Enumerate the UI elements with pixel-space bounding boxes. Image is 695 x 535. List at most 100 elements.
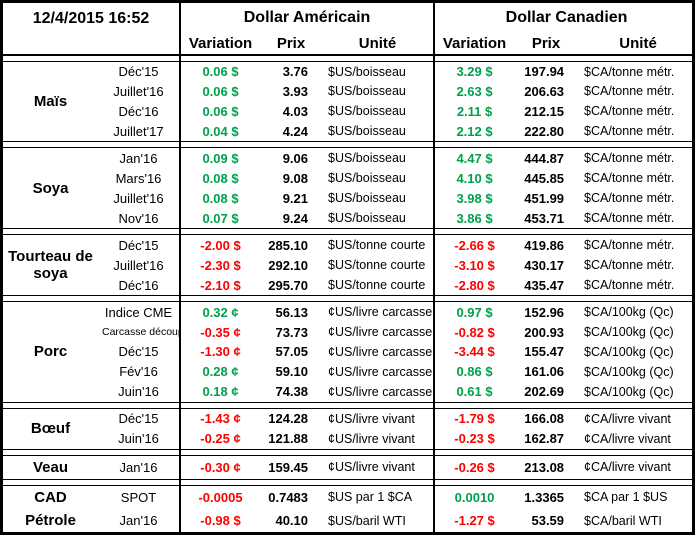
- us-variation: -1.43 ¢: [179, 408, 261, 429]
- separator-cell: [179, 54, 435, 62]
- table-row: Juillet'16 0.08 $ 9.21 $US/boisseau 3.98 $ 45…: [3, 188, 695, 209]
- table-row: Nov'16 0.07 $ 9.24 $US/boisseau 3.86 $ 453.71…: [3, 208, 695, 229]
- separator-cell: [3, 141, 181, 149]
- us-variation: -1.30 ¢: [179, 341, 261, 362]
- us-variation: 0.08 $: [179, 188, 261, 209]
- ca-variation: 2.12 $: [433, 121, 515, 142]
- us-unit: ¢US/livre carcasse: [328, 364, 433, 379]
- ca-price: 200.93: [524, 324, 565, 340]
- us-price: 3.93: [282, 83, 309, 99]
- table-row: Carcasse découpée-0.35 ¢ 73.73 ¢US/livre c…: [3, 322, 695, 342]
- group-separator: [3, 228, 695, 236]
- us-unit: ¢US/livre vivant: [328, 460, 415, 475]
- table-row: Maïs Déc'15 0.06 $ 3.76 $US/boisseau 3.29 $ 19…: [3, 61, 695, 110]
- us-variation: -2.30 $: [179, 255, 261, 276]
- group-label: Pétrole: [25, 511, 76, 529]
- ca-price: 430.17: [524, 257, 565, 273]
- table-row: Soya Jan'16 0.09 $ 9.06 $US/boisseau 4.47 $ 44…: [3, 147, 695, 197]
- separator-cell: [179, 295, 435, 303]
- contract-label: Déc'16: [118, 103, 159, 119]
- ca-unit: $CA/100kg (Qc): [584, 364, 674, 379]
- ca-unit: $CA/tonne métr.: [584, 191, 675, 206]
- us-price: 9.06: [282, 150, 309, 166]
- ca-prix-header: Prix: [514, 33, 579, 56]
- us-variation: -0.30 ¢: [179, 455, 261, 480]
- ca-price: 419.86: [524, 237, 565, 253]
- contract-label: Jan'16: [119, 150, 158, 166]
- us-price: 40.10: [275, 513, 309, 528]
- table-row: Juillet'16 -2.30 $ 292.10 $US/tonne courte -…: [3, 255, 695, 276]
- us-unit: $US/tonne courte: [328, 258, 426, 273]
- group-label: Maïs: [33, 92, 68, 110]
- table-row: Juillet'17 0.04 $ 4.24 $US/boisseau 2.12 $ 22…: [3, 121, 695, 142]
- us-variation: -2.10 $: [179, 275, 261, 296]
- separator-cell: [179, 228, 435, 236]
- ca-variation: -3.44 $: [433, 341, 515, 362]
- table-row: Mars'16 0.08 $ 9.08 $US/boisseau 4.10 $ 445.8…: [3, 168, 695, 189]
- us-price: 285.10: [268, 237, 309, 253]
- group-label: Veau: [32, 458, 69, 476]
- contract-label: Juin'16: [118, 384, 159, 400]
- ca-unit: ¢CA/livre vivant: [584, 460, 671, 475]
- ca-unit: $CA/100kg (Qc): [584, 344, 674, 359]
- us-unit: $US/boisseau: [328, 64, 406, 79]
- contract-label: Fév'16: [119, 364, 158, 380]
- ca-price: 202.69: [524, 384, 565, 400]
- contract-label: SPOT: [120, 489, 157, 505]
- us-price: 295.70: [268, 277, 309, 293]
- group-label: Soya: [32, 179, 69, 197]
- us-variation: 0.28 ¢: [179, 361, 261, 382]
- contract-label: Juillet'16: [113, 257, 164, 273]
- us-price: 9.08: [282, 170, 309, 186]
- us-price: 9.24: [282, 210, 309, 226]
- us-variation: 0.06 $: [179, 101, 261, 122]
- us-price: 74.38: [275, 384, 309, 400]
- us-price: 0.7483: [268, 489, 309, 505]
- separator-cell: [433, 295, 695, 303]
- contract-label: Mars'16: [115, 170, 162, 186]
- us-variation: -0.25 ¢: [179, 428, 261, 450]
- us-unit: $US par 1 $CA: [328, 490, 413, 505]
- separator-cell: [3, 448, 181, 456]
- table-row: CAD SPOT -0.0005 0.7483 $US par 1 $CA 0.0010 1…: [3, 485, 695, 509]
- ca-price: 155.47: [524, 344, 565, 360]
- us-unit: $US/boisseau: [328, 171, 406, 186]
- ca-variation: 4.10 $: [433, 168, 515, 189]
- ca-price: 444.87: [524, 150, 565, 166]
- group-label: Tourteau de soya: [8, 247, 93, 283]
- ca-price: 166.08: [524, 411, 565, 427]
- group-separator: [3, 478, 695, 486]
- contract-label: Juillet'16: [113, 190, 164, 206]
- ca-unit: $CA/100kg (Qc): [584, 384, 674, 399]
- us-unit: ¢US/livre vivant: [328, 431, 415, 446]
- group-label: Porc: [33, 343, 68, 361]
- table-row: Fév'16 0.28 ¢ 59.10 ¢US/livre carcasse 0.86 …: [3, 361, 695, 382]
- separator-cell: [433, 54, 695, 62]
- table-row: Déc'15 -1.30 ¢ 57.05 ¢US/livre carcasse -3.4…: [3, 341, 695, 362]
- us-unit: $US/boisseau: [328, 211, 406, 226]
- ca-price: 445.85: [524, 170, 565, 186]
- us-dollar-header: Dollar Américain: [179, 3, 435, 33]
- ca-unit: $CA/tonne métr.: [584, 151, 675, 166]
- us-variation: 0.04 $: [179, 121, 261, 142]
- separator-cell: [179, 448, 435, 456]
- ca-price: 213.08: [524, 459, 565, 475]
- separator-cell: [433, 478, 695, 486]
- us-unit: $US/tonne courte: [328, 238, 426, 253]
- us-unit: ¢US/livre carcasse: [328, 305, 433, 320]
- separator-cell: [433, 228, 695, 236]
- us-unit: $US/boisseau: [328, 191, 406, 206]
- us-unit: ¢US/livre carcasse: [328, 325, 433, 340]
- ca-price: 206.63: [524, 83, 565, 99]
- us-price: 124.28: [268, 411, 309, 427]
- separator-cell: [3, 295, 181, 303]
- contract-label: Déc'15: [118, 64, 159, 80]
- us-price: 73.73: [275, 324, 309, 340]
- us-price: 56.13: [275, 304, 309, 320]
- header-row-titles: 12/4/2015 16:52 Dollar Américain Dollar …: [3, 3, 695, 56]
- table-row: Pétrole Jan'16 -0.98 $ 40.10 $US/baril WTI -1…: [3, 509, 695, 532]
- separator-cell: [433, 401, 695, 409]
- ca-variation: 0.61 $: [433, 381, 515, 403]
- us-price: 57.05: [275, 344, 309, 360]
